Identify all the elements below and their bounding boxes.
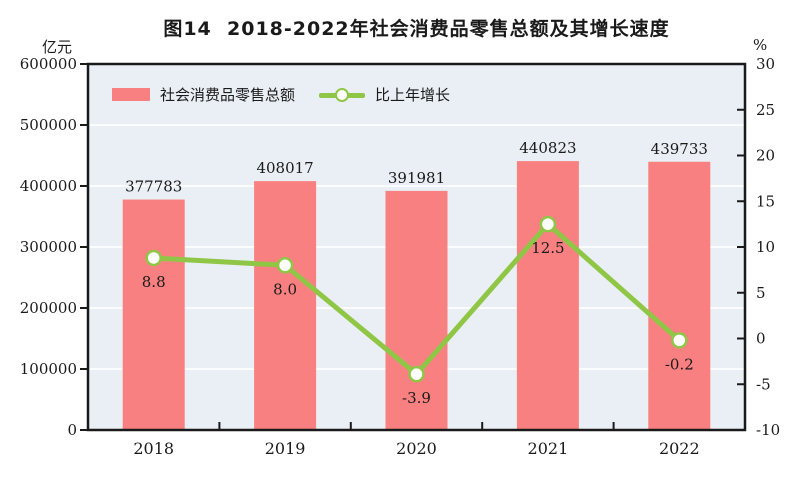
left-axis-tick-label: 500000 <box>20 116 77 134</box>
chart-legend: 社会消费品零售总额 比上年增长 <box>112 84 464 105</box>
chart-title: 图14 2018-2022年社会消费品零售总额及其增长速度 <box>163 18 670 40</box>
bar-value-label: 439733 <box>651 140 708 158</box>
x-axis-label: 2021 <box>528 439 569 458</box>
right-axis-tick-label: -5 <box>756 375 771 393</box>
line-marker <box>408 365 425 383</box>
line-marker <box>276 257 294 274</box>
legend-bar-label: 社会消费品零售总额 <box>160 86 296 104</box>
bar-value-label: 391981 <box>388 169 445 187</box>
left-axis-unit-label: 亿元 <box>41 38 72 56</box>
right-axis-tick-label: -10 <box>756 421 780 439</box>
right-axis-tick-label: 5 <box>756 284 766 302</box>
right-axis-tick-label: 30 <box>756 55 775 73</box>
bar <box>254 181 317 430</box>
bar-value-label: 440823 <box>519 139 576 157</box>
left-axis-tick-label: 400000 <box>20 177 77 195</box>
bar <box>122 199 185 430</box>
line-value-label: 12.5 <box>531 239 564 257</box>
right-axis-tick-label: 15 <box>756 192 775 210</box>
line-marker <box>539 215 557 233</box>
line-value-label: 8.8 <box>142 273 166 291</box>
right-axis-tick-label: 25 <box>756 101 775 119</box>
bar-value-label: 377783 <box>125 178 182 196</box>
right-axis-tick-label: 20 <box>756 147 775 165</box>
bar <box>385 190 448 430</box>
x-axis-label: 2019 <box>265 439 306 458</box>
legend-line-label: 比上年增长 <box>375 86 451 104</box>
bar <box>648 161 711 430</box>
left-axis-tick-label: 0 <box>67 421 77 439</box>
x-axis-label: 2018 <box>133 439 174 458</box>
line-marker <box>671 332 688 349</box>
right-axis-tick-label: 10 <box>756 238 775 256</box>
legend-line-swatch <box>319 87 366 103</box>
line-value-label: -3.9 <box>402 389 431 407</box>
left-axis-tick-label: 300000 <box>20 238 77 256</box>
line-value-label: -0.2 <box>665 355 694 373</box>
line-value-label: 8.0 <box>273 280 297 298</box>
x-axis-label: 2022 <box>659 439 700 458</box>
left-axis-tick-label: 200000 <box>20 299 77 317</box>
left-axis-tick-label: 100000 <box>20 360 77 378</box>
left-axis-tick-label: 600000 <box>20 55 77 73</box>
right-axis-unit-label: % <box>753 36 768 54</box>
bar-value-label: 408017 <box>256 159 313 177</box>
legend-bar-swatch <box>112 88 150 101</box>
x-axis-label: 2020 <box>396 439 437 458</box>
bar <box>516 161 579 431</box>
right-axis-tick-label: 0 <box>756 330 766 348</box>
legend-line-marker-icon <box>335 87 350 102</box>
line-marker <box>145 249 162 267</box>
